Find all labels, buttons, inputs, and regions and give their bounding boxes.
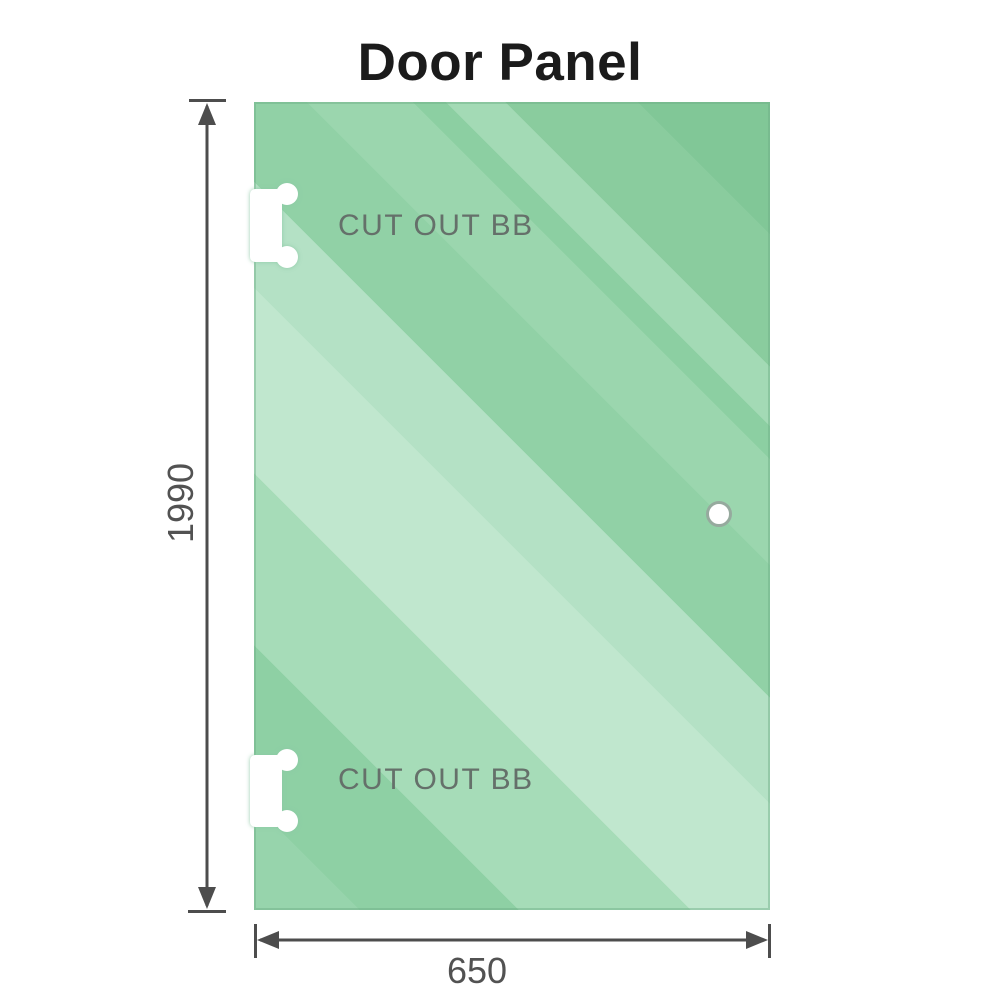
handle-hole <box>706 501 732 527</box>
arrow-down-icon <box>198 887 216 909</box>
diagram-title: Door Panel <box>357 33 643 92</box>
bottom-cutout <box>250 749 298 832</box>
top-cutout-notch <box>250 189 282 262</box>
top-cutout-upper-hole <box>276 183 298 205</box>
height-dimension <box>188 99 226 913</box>
arrow-right-icon <box>746 931 768 949</box>
top-cutout <box>250 183 298 268</box>
door-panel-glass <box>254 102 770 910</box>
top-cutout-lower-hole <box>276 246 298 268</box>
height-dimension-value: 1990 <box>160 462 201 544</box>
bottom-cutout-lower-hole <box>276 810 298 832</box>
bottom-cutout-upper-hole <box>276 749 298 771</box>
cutout-label-bottom: CUT OUT BB <box>338 763 534 796</box>
arrow-up-icon <box>198 103 216 125</box>
cutout-label-top: CUT OUT BB <box>338 209 534 242</box>
arrow-left-icon <box>257 931 279 949</box>
width-dimension-value: 650 <box>446 950 508 991</box>
bottom-cutout-notch <box>250 755 282 827</box>
width-dimension <box>254 924 771 958</box>
